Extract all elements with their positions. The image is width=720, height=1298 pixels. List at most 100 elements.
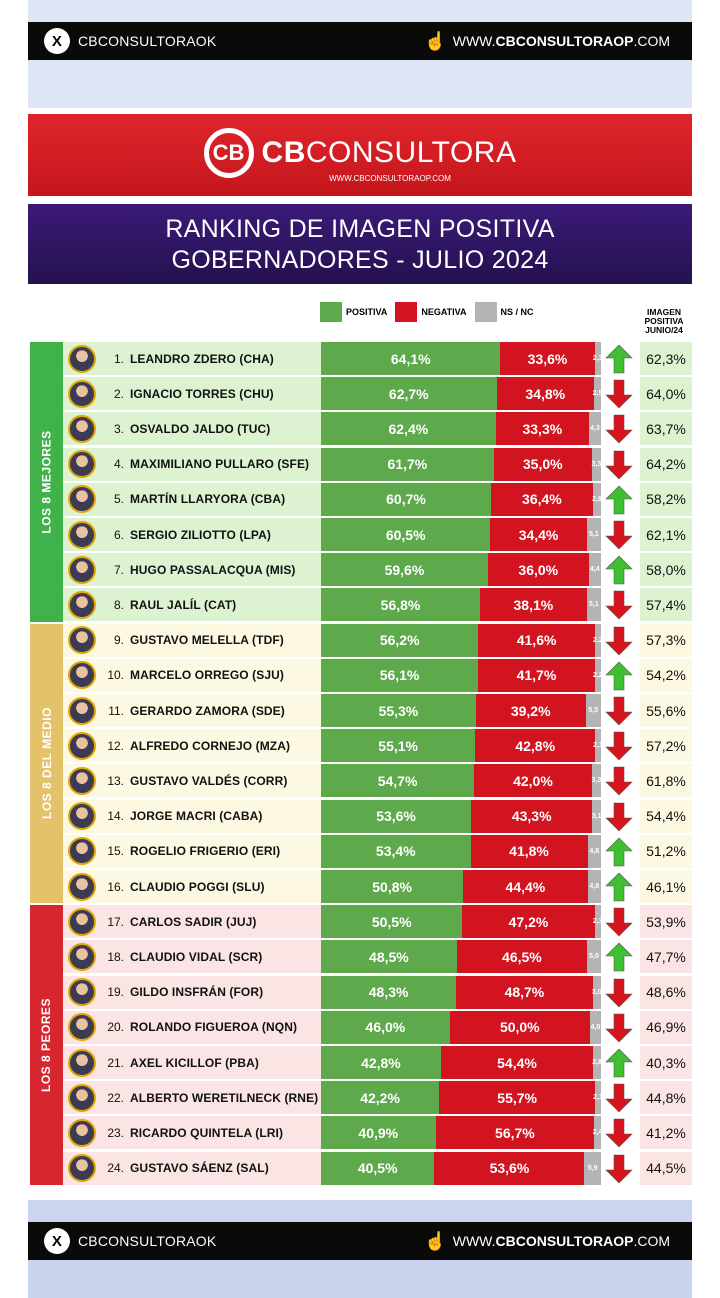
brand-url: WWW.CBCONSULTORAOP.COM	[329, 173, 451, 183]
stacked-bar: 55,3% 39,2% 5,5	[321, 694, 601, 727]
name-cell: 9. GUSTAVO MELELLA (TDF)	[63, 623, 321, 657]
brand-name-rest: CONSULTORA	[305, 135, 517, 169]
rank-number: 3.	[113, 421, 124, 436]
chart-title-line2: GOBERNADORES - JULIO 2024	[171, 246, 549, 274]
bar-positiva: 48,5%	[321, 940, 457, 974]
pointer-hand-icon: ☝	[424, 30, 447, 51]
junio-value: 62,3%	[640, 342, 692, 375]
junio-value: 44,5%	[640, 1151, 692, 1185]
stacked-bar: 55,1% 42,8% 2,1	[321, 729, 603, 763]
bottom-bar: X CBCONSULTORAOK ☝ WWW.CBCONSULTORAOP.CO…	[28, 1222, 692, 1260]
name-cell: 8. RAUL JALÍL (CAT)	[63, 588, 321, 622]
arrow-down-icon	[605, 1083, 633, 1113]
junio-value: 55,6%	[640, 694, 692, 727]
brand-name: CBCONSULTORA	[262, 136, 517, 170]
avatar	[68, 837, 96, 866]
junio-value: 63,7%	[640, 412, 692, 446]
bar-negativa: 44,4%	[463, 870, 588, 903]
avatar	[68, 485, 96, 514]
bar-nsnc: 2,8	[592, 1046, 602, 1079]
arrow-down-icon	[605, 1013, 633, 1043]
bar-positiva: 46,0%	[321, 1010, 450, 1044]
arrow-down-icon	[605, 379, 633, 409]
governor-name: GILDO INSFRÁN (FOR)	[130, 985, 264, 1000]
rank-number: 24.	[107, 1161, 124, 1176]
legend-swatch-nsnc	[474, 302, 497, 322]
name-cell: 19. GILDO INSFRÁN (FOR)	[63, 975, 321, 1009]
avatar	[68, 1013, 96, 1042]
avatar	[68, 590, 96, 619]
avatar	[68, 872, 96, 901]
stacked-bar: 48,3% 48,7% 3,0	[321, 975, 602, 1009]
bar-positiva: 42,8%	[321, 1046, 441, 1079]
arrow-up-icon	[605, 872, 633, 902]
governor-name: AXEL KICILLOF (PBA)	[130, 1055, 260, 1070]
junio-value: 54,2%	[640, 658, 692, 692]
avatar	[68, 414, 96, 443]
rank-number: 18.	[107, 949, 124, 964]
arrow-down-icon	[605, 626, 633, 656]
junio-value: 46,1%	[640, 870, 692, 903]
bar-positiva: 50,5%	[321, 905, 463, 939]
arrow-down-icon	[605, 978, 633, 1008]
rank-number: 4.	[113, 457, 124, 472]
bar-positiva: 55,1%	[321, 729, 476, 763]
bar-nsnc: 3,3	[592, 764, 601, 798]
governor-name: JORGE MACRI (CABA)	[130, 809, 263, 824]
rank-number: 22.	[107, 1090, 124, 1105]
bar-nsnc: 2,3	[593, 342, 603, 375]
governor-name: MAXIMILIANO PULLARO (SFE)	[130, 457, 310, 472]
stacked-bar: 60,5% 34,4% 5,1	[321, 518, 601, 551]
stacked-bar: 42,8% 54,4% 2,8	[321, 1046, 602, 1079]
cb-logo-icon: CB	[203, 127, 254, 178]
bar-negativa: 36,0%	[487, 553, 589, 587]
website-link[interactable]: ☝ WWW.CBCONSULTORAOP.COM	[424, 31, 670, 52]
governor-name: ROGELIO FRIGERIO (ERI)	[130, 844, 281, 859]
bar-negativa: 54,4%	[440, 1046, 594, 1079]
stacked-bar: 54,7% 42,0% 3,3	[321, 764, 601, 798]
rank-number: 14.	[107, 809, 124, 824]
rank-number: 16.	[107, 879, 124, 894]
avatar	[68, 555, 96, 584]
governor-name: MARCELO ORREGO (SJU)	[130, 668, 285, 683]
bar-negativa: 46,5%	[456, 940, 587, 974]
rank-number: 12.	[107, 738, 124, 753]
governor-name: CLAUDIO VIDAL (SCR)	[130, 949, 263, 964]
avatar	[68, 766, 96, 795]
governor-name: RAUL JALÍL (CAT)	[130, 597, 237, 612]
social-handle[interactable]: X CBCONSULTORAOK	[44, 28, 216, 54]
bar-nsnc: 2,3	[593, 905, 603, 939]
stacked-bar: 56,2% 41,6% 2,2	[321, 623, 603, 657]
legend-negativa: NEGATIVA	[421, 307, 467, 317]
bar-positiva: 40,9%	[321, 1116, 436, 1150]
name-cell: 5. MARTÍN LLARYORA (CBA)	[63, 482, 321, 516]
brand-header: CB CBCONSULTORA WWW.CBCONSULTORAOP.COM	[28, 114, 692, 196]
bar-negativa: 34,8%	[496, 377, 594, 411]
arrow-down-icon	[605, 414, 633, 444]
bar-negativa: 42,0%	[474, 764, 592, 798]
legend-nsnc: NS / NC	[500, 307, 534, 317]
social-handle-bottom[interactable]: X CBCONSULTORAOK	[44, 1228, 216, 1254]
stacked-bar: 61,7% 35,0% 3,3	[321, 447, 601, 481]
bar-nsnc: 3,1	[592, 799, 602, 833]
avatar	[68, 1118, 96, 1147]
avatar	[68, 978, 96, 1007]
stacked-bar: 50,8% 44,4% 4,8	[321, 870, 601, 903]
bar-negativa: 55,7%	[439, 1081, 596, 1115]
bar-positiva: 42,2%	[321, 1081, 440, 1115]
governor-name: RICARDO QUINTELA (LRI)	[130, 1125, 284, 1140]
name-cell: 4. MAXIMILIANO PULLARO (SFE)	[63, 447, 321, 481]
site-prefix: WWW.	[452, 1233, 496, 1249]
bar-positiva: 53,4%	[321, 834, 471, 868]
chart-title-line1: RANKING DE IMAGEN POSITIVA	[165, 215, 555, 243]
title-band: RANKING DE IMAGEN POSITIVA GOBERNADORES …	[28, 204, 692, 284]
bar-negativa: 42,8%	[475, 729, 596, 763]
site-bold: CBCONSULTORAOP	[495, 1233, 634, 1249]
junio-value: 58,0%	[640, 553, 692, 587]
arrow-down-icon	[605, 520, 633, 550]
website-link-bottom[interactable]: ☝ WWW.CBCONSULTORAOP.COM	[424, 1231, 670, 1252]
bar-positiva: 62,7%	[321, 377, 497, 411]
name-cell: 22. ALBERTO WERETILNECK (RNE)	[63, 1081, 321, 1115]
bar-nsnc: 5,1	[586, 518, 601, 551]
name-cell: 2. IGNACIO TORRES (CHU)	[63, 377, 321, 411]
